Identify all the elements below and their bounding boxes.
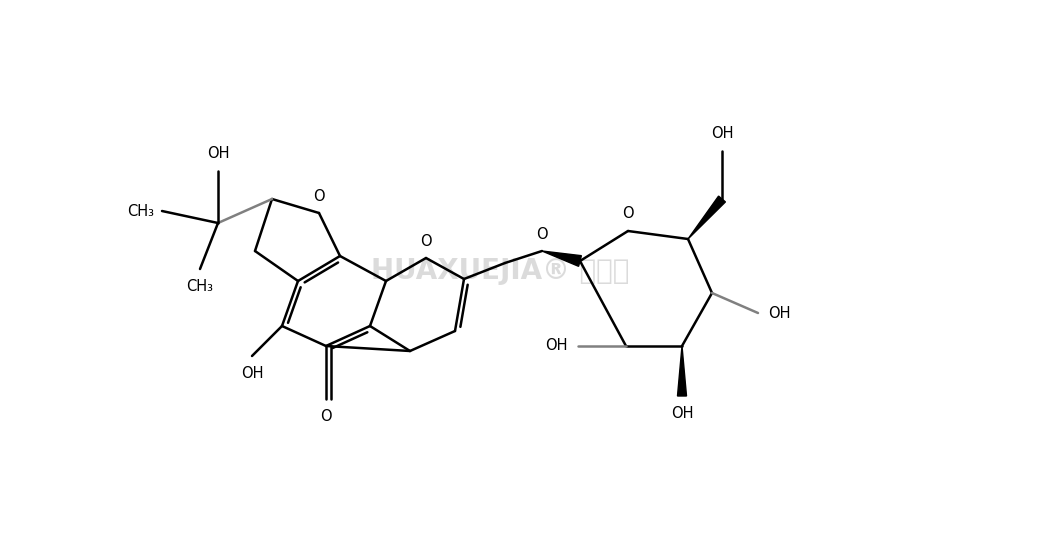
Text: OH: OH [546, 338, 568, 354]
Polygon shape [677, 346, 687, 396]
Text: O: O [420, 234, 432, 249]
Text: HUAXUEJIA® 化学加: HUAXUEJIA® 化学加 [370, 257, 630, 285]
Text: O: O [321, 409, 332, 424]
Text: OH: OH [206, 146, 230, 161]
Text: O: O [536, 227, 548, 242]
Text: O: O [622, 206, 634, 221]
Text: OH: OH [711, 126, 733, 141]
Text: CH₃: CH₃ [127, 203, 154, 219]
Text: OH: OH [768, 305, 790, 321]
Text: OH: OH [241, 366, 263, 381]
Polygon shape [688, 196, 726, 239]
Text: OH: OH [671, 406, 693, 421]
Text: CH₃: CH₃ [186, 279, 214, 294]
Text: O: O [313, 189, 325, 204]
Polygon shape [542, 251, 582, 266]
